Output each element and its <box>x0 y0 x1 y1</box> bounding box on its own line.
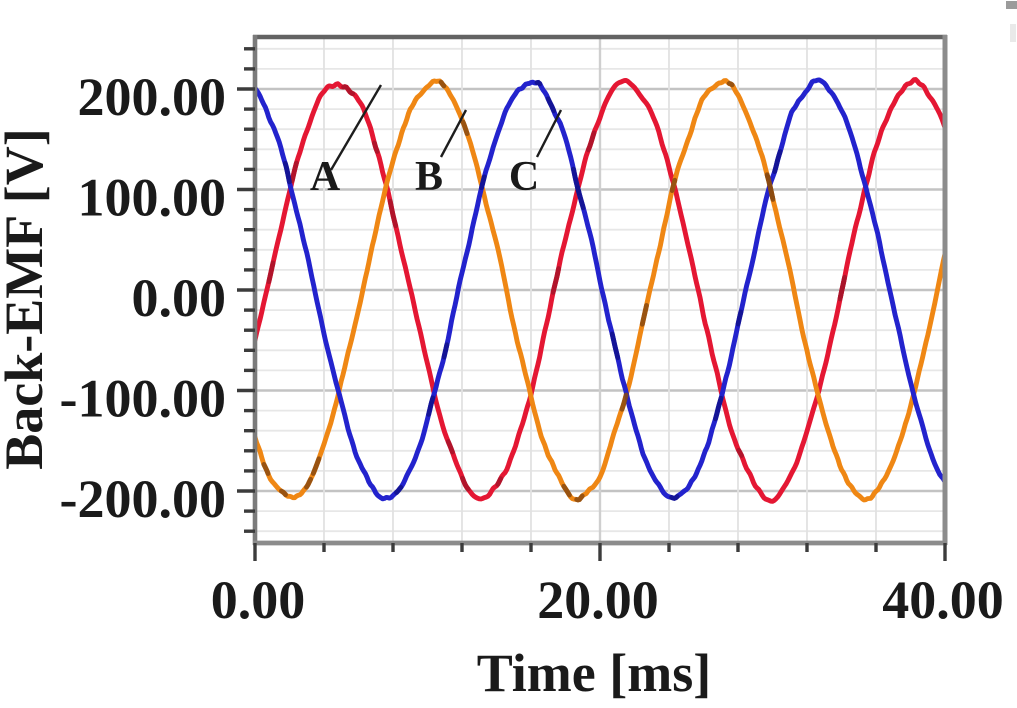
svg-text:40.00: 40.00 <box>882 570 1004 630</box>
svg-text:Back-EMF [V]: Back-EMF [V] <box>0 128 54 469</box>
svg-text:20.00: 20.00 <box>537 570 659 630</box>
svg-text:-200.00: -200.00 <box>60 469 226 529</box>
svg-text:B: B <box>415 154 443 200</box>
svg-text:-100.00: -100.00 <box>60 369 226 429</box>
svg-text:C: C <box>509 154 539 200</box>
svg-text:100.00: 100.00 <box>78 168 227 228</box>
svg-text:200.00: 200.00 <box>78 67 227 127</box>
svg-text:A: A <box>310 154 341 200</box>
svg-text:0.00: 0.00 <box>211 570 306 630</box>
svg-text:0.00: 0.00 <box>132 268 227 328</box>
svg-text:Time [ms]: Time [ms] <box>477 643 711 703</box>
